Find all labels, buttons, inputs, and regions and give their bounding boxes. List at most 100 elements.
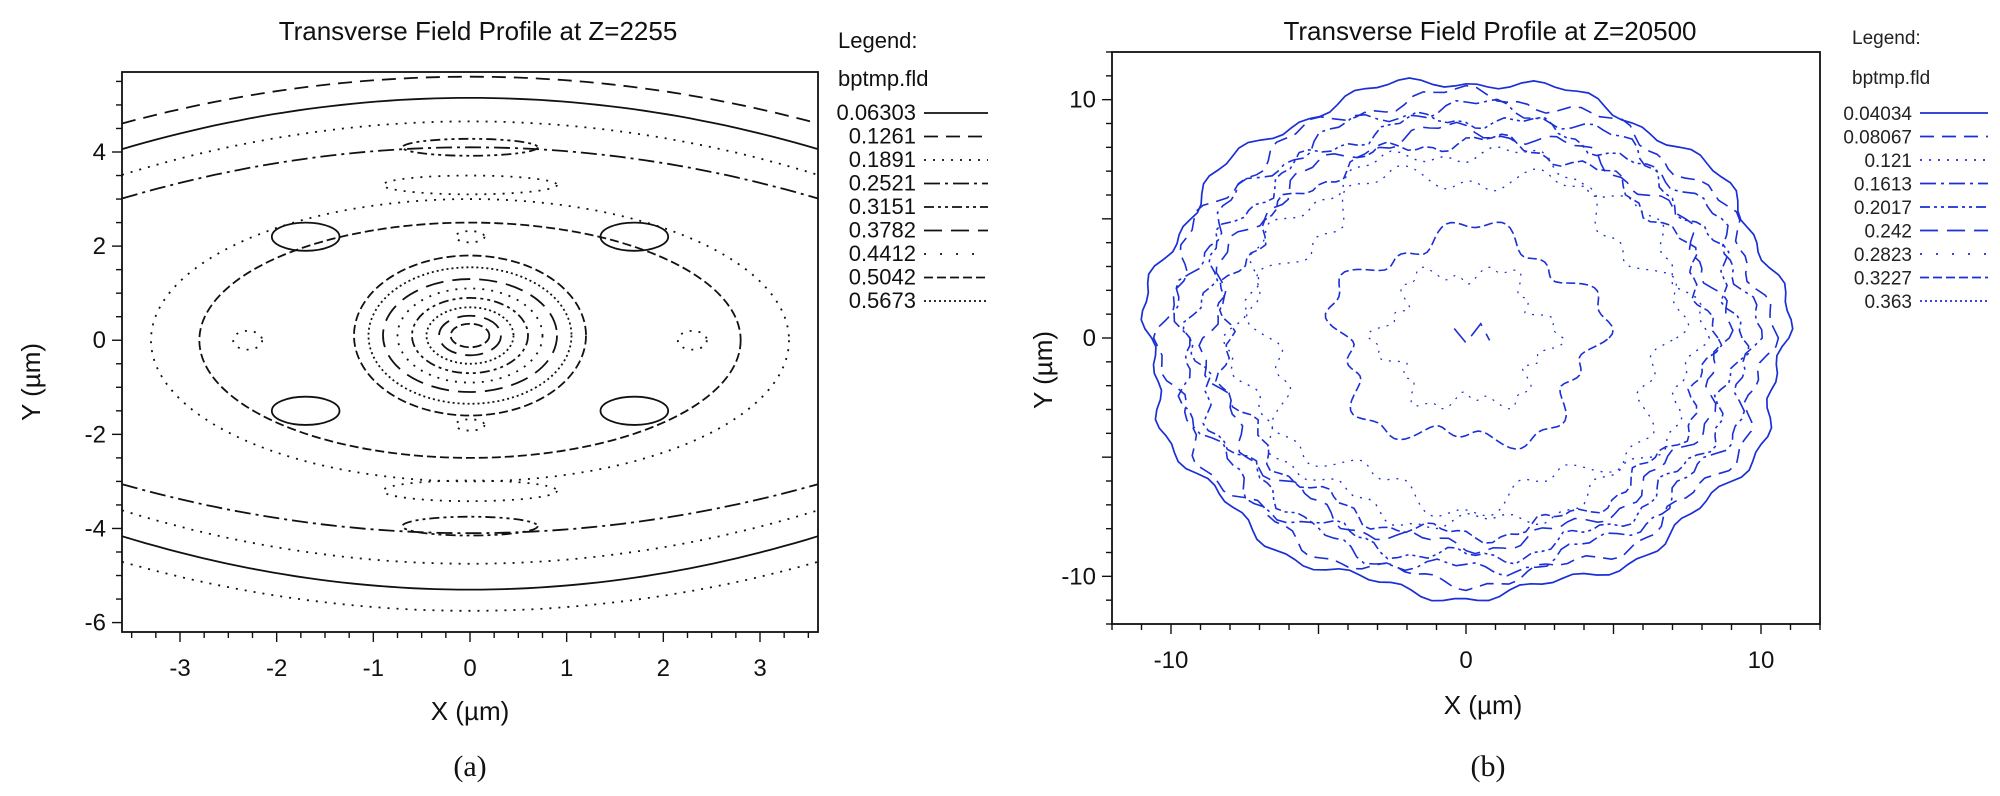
panel-a-contour-ellipse (425, 306, 515, 365)
panel-a-y-tick-label: 2 (93, 233, 106, 260)
panel-a: Transverse Field Profile at Z=2255 -3 -2-… (16, 16, 988, 783)
panel-a-legend-level-1: 0.06303 (836, 100, 916, 125)
panel-a-x-tick-label: 3 (753, 655, 766, 682)
panel-b-legend-level-4: 0.1613 (1854, 175, 1912, 196)
panel-a-contour-line (121, 146, 819, 200)
panel-b-contours (1140, 77, 1794, 602)
panel-a-legend-level-4: 0.2521 (849, 171, 916, 196)
panel-a-y-tick-label: -4 (85, 515, 106, 542)
panel-b-y-ticks: -10 0 10 (1061, 51, 1112, 625)
panel-b-legend-level-2: 0.08067 (1843, 128, 1912, 149)
panel-a-contour-ellipse (198, 221, 742, 459)
panel-b-contour-3 (1245, 164, 1690, 518)
panel-b-contour-2 (1152, 84, 1780, 592)
panel-a-legend: 0.063030.12610.18910.25210.31510.37820.4… (836, 100, 988, 313)
panel-b-legend-level-1: 0.04034 (1843, 104, 1912, 125)
panel-a-legend-subtitle: bptmp.fld (838, 66, 929, 91)
panel-a-legend-level-3: 0.1891 (849, 147, 916, 172)
panel-a-contour-ellipse (382, 174, 558, 196)
panel-a-contour-ellipse (454, 418, 486, 432)
panel-a-legend-level-2: 0.1261 (849, 124, 916, 149)
panel-a-legend-level-8: 0.5042 (849, 265, 916, 290)
panel-a-contour-ellipse (449, 322, 491, 349)
panel-a-contour-line (121, 97, 819, 150)
panel-a-contour-line (121, 560, 819, 612)
panel-b-x-axis-label: X (µm) (1444, 690, 1523, 720)
panel-a-contour-line (121, 535, 819, 591)
panel-a-y-tick-label: -6 (85, 610, 106, 637)
panel-a-contour-ellipse (454, 230, 486, 244)
panel-a-contour-ellipse (599, 221, 670, 252)
panel-a-contours (121, 75, 819, 612)
panel-a-contour-ellipse (401, 515, 539, 537)
panel-b-x-tick-label: -10 (1154, 647, 1189, 674)
panel-a-contour-ellipse (396, 287, 544, 384)
panel-a-title: Transverse Field Profile at Z=2255 (279, 16, 678, 46)
panel-a-y-tick-label: 4 (93, 139, 106, 166)
panel-b-legend-level-3: 0.121 (1864, 151, 1912, 172)
panel-b-y-tick-label: -10 (1061, 563, 1096, 590)
panel-b-y-tick-label: 0 (1083, 325, 1096, 352)
panel-a-caption: (a) (453, 750, 486, 783)
panel-a-legend-level-5: 0.3151 (849, 194, 916, 219)
panel-a-x-tick-label: -1 (363, 655, 384, 682)
panel-b-legend-title: Legend: (1852, 28, 1921, 49)
panel-b-contour-3 (1366, 266, 1566, 410)
panel-b-x-ticks: -10 0 10 (1111, 624, 1821, 674)
panel-a-legend-level-7: 0.4412 (849, 241, 916, 266)
panel-a-y-tick-label: 0 (93, 327, 106, 354)
panel-b-x-tick-label: 0 (1459, 647, 1472, 674)
panel-a-contour-ellipse (438, 314, 502, 357)
panel-a-x-tick-label: -3 (169, 655, 190, 682)
panel-a-contour-ellipse (382, 278, 558, 393)
panel-b-contour-8 (1324, 221, 1614, 450)
panel-a-contour-ellipse (382, 479, 558, 503)
panel-b-legend-subtitle: bptmp.fld (1852, 68, 1930, 89)
panel-a-x-ticks: -3 -2 -1 0 1 2 3 (130, 632, 810, 682)
panel-a-x-axis-label: X (µm) (431, 696, 510, 726)
panel-a-legend-title: Legend: (838, 28, 918, 53)
panel-b: Transverse Field Profile at Z=20500 -10 0… (1028, 16, 1988, 783)
panel-a-y-axis-label: Y (µm) (16, 343, 46, 421)
panel-a-contour-ellipse (411, 296, 529, 375)
panel-a-contour-ellipse (270, 221, 341, 252)
panel-b-y-axis-label: Y (µm) (1028, 331, 1058, 409)
panel-b-caption: (b) (1471, 750, 1506, 783)
panel-b-legend-level-8: 0.3227 (1854, 269, 1912, 290)
panel-a-x-tick-label: 1 (560, 655, 573, 682)
panel-b-legend-level-6: 0.242 (1864, 222, 1912, 243)
panel-a-contour-line (121, 509, 819, 565)
panel-b-contour-1 (1140, 77, 1794, 602)
panel-a-legend-level-9: 0.5673 (849, 288, 916, 313)
panel-b-legend-level-7: 0.2823 (1854, 245, 1912, 266)
panel-a-legend-level-6: 0.3782 (849, 218, 916, 243)
panel-b-x-tick-label: 10 (1748, 647, 1775, 674)
panel-a-contour-ellipse (599, 395, 670, 426)
panel-a-plot-frame (121, 71, 819, 633)
panel-a-y-tick-label: -2 (85, 421, 106, 448)
panel-b-y-tick-label: 10 (1069, 87, 1096, 114)
panel-a-contour-ellipse (401, 137, 539, 157)
panel-b-contour-3 (1222, 146, 1710, 530)
panel-a-contour-ellipse (676, 329, 708, 351)
panel-a-x-tick-label: 2 (657, 655, 670, 682)
panel-b-center-mark (1453, 322, 1491, 345)
panel-a-contour-ellipse (150, 198, 790, 483)
panel-a-contour-ellipse (353, 254, 587, 417)
panel-a-x-tick-label: -2 (266, 655, 287, 682)
panel-a-contour-line (121, 75, 819, 125)
panel-a-x-tick-label: 0 (463, 655, 476, 682)
panel-a-contour-ellipse (270, 395, 341, 426)
panel-b-legend-level-5: 0.2017 (1854, 198, 1912, 219)
panel-a-contour-ellipse (232, 329, 264, 351)
panel-a-contour-ellipse (367, 266, 573, 405)
panel-b-contour-6 (1198, 121, 1734, 555)
panel-b-title: Transverse Field Profile at Z=20500 (1283, 16, 1696, 46)
panel-a-y-ticks: -6 -4 -2 0 2 4 (85, 80, 122, 637)
panel-b-contour-5 (1182, 111, 1750, 565)
panel-a-contour-line (121, 483, 819, 535)
panel-b-legend-level-9: 0.363 (1864, 292, 1912, 313)
